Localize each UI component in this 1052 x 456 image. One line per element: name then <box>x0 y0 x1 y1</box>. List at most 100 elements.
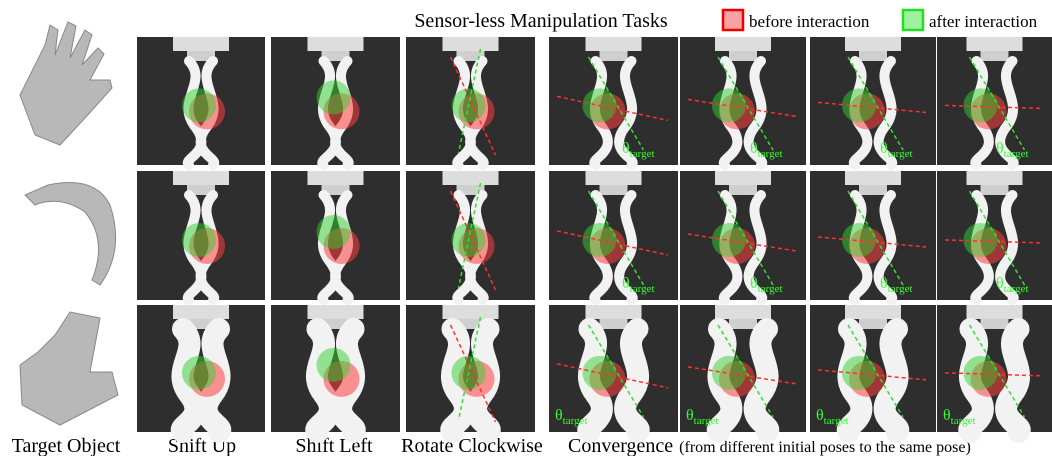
gripper-base <box>443 37 499 51</box>
gripper-base <box>600 319 628 329</box>
gripper-base <box>729 319 757 329</box>
object-after <box>182 356 216 390</box>
theta-symbol: θ <box>996 275 1004 292</box>
panel: θtarget <box>680 171 806 300</box>
object-after <box>317 215 351 249</box>
theta-symbol: θ <box>750 275 758 292</box>
panel: θtarget <box>680 305 806 432</box>
theta-subscript: target <box>1004 283 1029 295</box>
column-label: Rotate Clockwise <box>401 435 543 456</box>
gripper-base <box>981 51 1009 61</box>
gripper-base <box>600 185 628 195</box>
panel: θtarget <box>549 37 678 165</box>
gripper-base <box>967 171 1023 185</box>
panel: θtarget <box>810 171 936 300</box>
gripper-base <box>443 305 499 319</box>
gripper-base <box>845 305 901 319</box>
theta-subscript: target <box>758 283 783 295</box>
gripper-base <box>845 171 901 185</box>
object-after <box>712 356 746 390</box>
gripper-finger <box>625 329 639 432</box>
theta-subscript: target <box>758 148 783 160</box>
panel: θtarget <box>810 37 936 165</box>
panel: θtarget <box>937 37 1052 165</box>
legend-swatch-after <box>903 10 923 30</box>
gripper-base <box>308 171 364 185</box>
panel <box>271 305 400 432</box>
theta-symbol: θ <box>996 140 1004 157</box>
theta-symbol: θ <box>880 140 888 157</box>
panel <box>271 37 400 165</box>
gripper-base <box>859 319 887 329</box>
panel: θtarget <box>549 305 678 432</box>
gripper-base <box>967 37 1023 51</box>
crescent-object <box>25 183 116 286</box>
gripper-base <box>586 305 642 319</box>
theta-subscript: target <box>694 415 719 427</box>
gripper-base <box>729 51 757 61</box>
target-objects <box>20 22 118 425</box>
theta-subscript: target <box>630 283 655 295</box>
panel <box>137 37 265 165</box>
gripper-base <box>600 51 628 61</box>
legend-label: before interaction <box>749 12 870 31</box>
theta-symbol: θ <box>686 407 694 424</box>
gripper-base <box>308 305 364 319</box>
gripper-base <box>729 185 757 195</box>
theta-symbol: θ <box>816 407 824 424</box>
panel <box>406 305 535 432</box>
theta-subscript: target <box>563 415 588 427</box>
theta-symbol: θ <box>622 140 630 157</box>
gripper-base <box>586 171 642 185</box>
gripper-base <box>308 37 364 51</box>
gripper-base <box>981 319 1009 329</box>
panel <box>406 171 535 300</box>
theta-subscript: target <box>824 415 849 427</box>
theta-symbol: θ <box>880 275 888 292</box>
gripper-base <box>715 305 771 319</box>
gripper-finger <box>755 329 769 432</box>
object-after <box>712 223 746 257</box>
panel <box>137 171 265 300</box>
object-after <box>712 88 746 122</box>
panel: θtarget <box>549 171 678 300</box>
figure: Sensor-less Manipulation Tasks before in… <box>0 0 1052 456</box>
object-after <box>182 223 216 257</box>
hand-object <box>20 22 112 145</box>
panel: θtarget <box>937 171 1052 300</box>
gripper-base <box>715 37 771 51</box>
legend-label: after interaction <box>929 12 1038 31</box>
gripper-base <box>443 171 499 185</box>
panel: θtarget <box>937 305 1052 432</box>
gripper-base <box>173 305 229 319</box>
theta-symbol: θ <box>555 407 563 424</box>
gripper-base <box>173 37 229 51</box>
column-label: Target Object <box>12 435 121 456</box>
gripper-base <box>845 37 901 51</box>
gripper-base <box>173 171 229 185</box>
panel: θtarget <box>680 37 806 165</box>
theta-subscript: target <box>951 415 976 427</box>
panel: θtarget <box>810 305 936 432</box>
figure-title: Sensor-less Manipulation Tasks <box>414 10 668 32</box>
theta-symbol: θ <box>750 140 758 157</box>
gripper-base <box>967 305 1023 319</box>
theta-symbol: θ <box>622 275 630 292</box>
gripper-base <box>715 171 771 185</box>
panel <box>137 305 265 432</box>
gripper-base <box>859 185 887 195</box>
theta-subscript: target <box>1004 148 1029 160</box>
chair-object <box>20 312 118 425</box>
gripper-base <box>859 51 887 61</box>
legend-swatch-before <box>723 10 743 30</box>
gripper-finger <box>1006 329 1020 432</box>
object-after <box>182 88 216 122</box>
gripper-base <box>981 185 1009 195</box>
panel <box>406 37 535 165</box>
panels: θtargetθtargetθtargetθtargetθtargetθtarg… <box>137 37 1052 432</box>
gripper-base <box>586 37 642 51</box>
theta-subscript: target <box>888 148 913 160</box>
theta-symbol: θ <box>943 407 951 424</box>
theta-subscript: target <box>888 283 913 295</box>
panel <box>271 171 400 300</box>
